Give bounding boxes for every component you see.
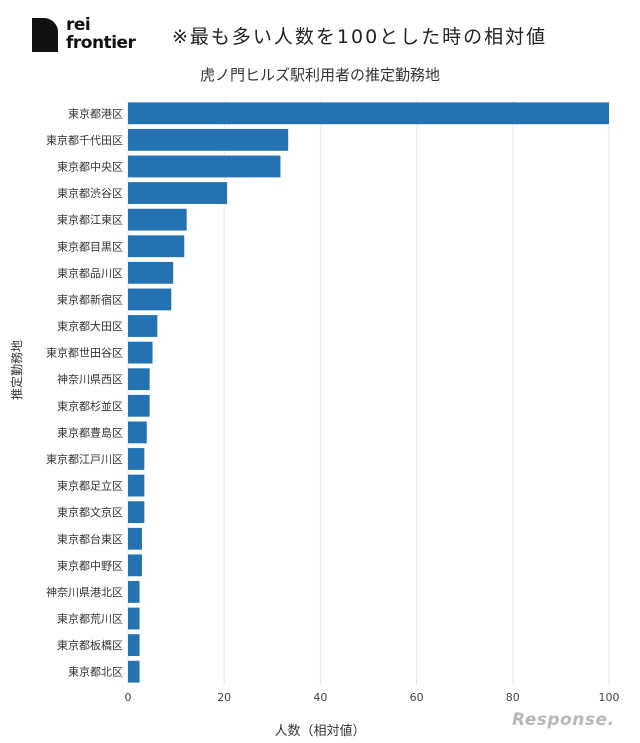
x-tick-label: 20 (217, 691, 231, 704)
logo-wordmark: rei frontier (66, 15, 136, 53)
x-tick-label: 60 (410, 691, 424, 704)
bar (128, 421, 147, 444)
bar (128, 394, 150, 417)
x-tick-label: 100 (599, 691, 620, 704)
category-label: 東京都台東区 (57, 532, 123, 546)
x-axis-label: 人数（相対値） (274, 724, 366, 739)
category-label: 東京都江戸川区 (46, 452, 123, 466)
bar (128, 235, 185, 258)
brand-logo: rei frontier (32, 16, 162, 56)
bar (128, 634, 140, 657)
bar (128, 501, 145, 524)
bar (128, 474, 145, 497)
bar (128, 581, 140, 603)
category-label: 東京都品川区 (57, 266, 123, 280)
category-label: 神奈川県西区 (57, 372, 123, 386)
bar (128, 660, 140, 683)
category-label: 東京都新宿区 (57, 292, 123, 306)
bar (128, 261, 174, 284)
bar (128, 102, 609, 125)
category-label: 東京都文京区 (57, 505, 123, 519)
bar (128, 607, 140, 630)
logo-mark-icon (32, 18, 58, 52)
bar (128, 448, 145, 470)
bar (128, 554, 142, 577)
logo-line-2: frontier (66, 33, 136, 53)
category-label: 東京都杉並区 (57, 399, 123, 413)
category-label: 東京都中野区 (57, 558, 123, 572)
relative-value-note: ※最も多い人数を100とした時の相対値 (172, 26, 548, 48)
bar (128, 315, 158, 337)
bar (128, 341, 153, 364)
category-label: 東京都足立区 (57, 479, 123, 493)
category-label: 東京都荒川区 (57, 612, 123, 626)
category-label: 東京都世田谷区 (46, 346, 123, 360)
category-label: 東京都千代田区 (46, 133, 123, 147)
bar (128, 155, 281, 178)
category-label: 東京都目黒区 (57, 239, 123, 253)
chart-title: 虎ノ門ヒルズ駅利用者の推定勤務地 (199, 66, 440, 84)
bar (128, 527, 142, 550)
x-tick-label: 0 (125, 691, 132, 704)
logo-line-1: rei (66, 15, 91, 35)
category-label: 東京都江東区 (57, 213, 123, 227)
x-tick-label: 40 (313, 691, 327, 704)
category-label: 東京都北区 (68, 665, 123, 679)
bar (128, 288, 172, 311)
bar (128, 128, 289, 151)
category-label: 神奈川県港北区 (46, 585, 123, 599)
x-tick-label: 80 (506, 691, 520, 704)
category-label: 東京都港区 (68, 106, 123, 120)
response-watermark: Response. (512, 710, 615, 730)
category-label: 東京都豊島区 (57, 425, 123, 439)
bar (128, 182, 228, 204)
bar (128, 368, 150, 391)
category-label: 東京都中央区 (57, 159, 123, 173)
category-label: 東京都大田区 (57, 319, 123, 333)
bar (128, 208, 187, 231)
category-label: 東京都渋谷区 (57, 186, 123, 200)
category-label: 東京都板橋区 (57, 638, 123, 652)
